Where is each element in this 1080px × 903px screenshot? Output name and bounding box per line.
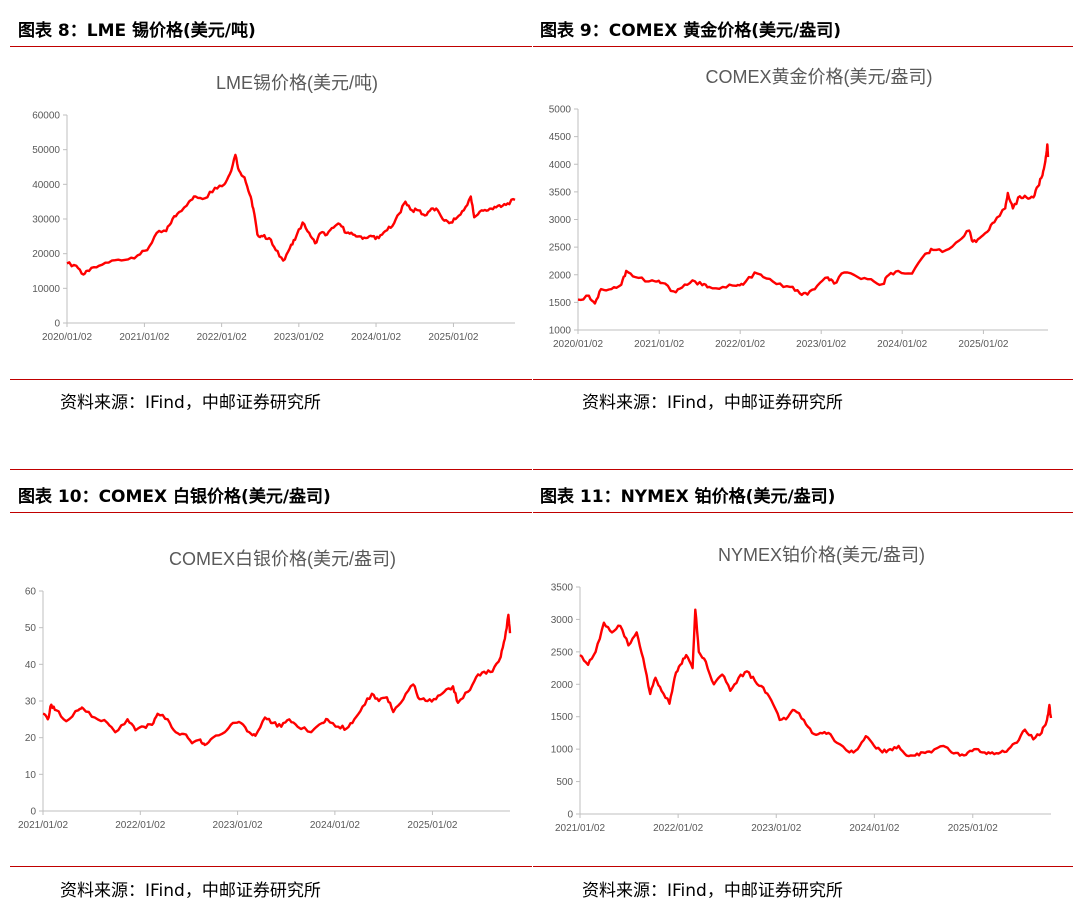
source-rule — [533, 379, 1073, 380]
y-tick-label: 50000 — [32, 145, 60, 156]
figure-title: 图表 10：COMEX 白银价格(美元/盎司) — [18, 487, 331, 507]
top-rule — [10, 469, 532, 470]
x-tick-label: 2022/01/02 — [653, 823, 703, 834]
chart-title: NYMEX铂价格(美元/盎司) — [718, 545, 925, 565]
x-tick-label: 2021/01/02 — [119, 332, 169, 343]
x-tick-label: 2024/01/02 — [310, 820, 360, 831]
y-tick-label: 3500 — [551, 583, 574, 594]
title-rule — [10, 512, 532, 513]
chart-comex-gold: COMEX黄金价格(美元/盎司) 1000 1500 2000 2500 3000 3500… — [549, 67, 1050, 350]
chart-comex-silver: COMEX白银价格(美元/盎司) 0 10 20 30 40 50 60 2021/01/02 2… — [18, 549, 512, 831]
source-rule — [10, 866, 532, 867]
y-tick-label: 1500 — [551, 712, 574, 723]
y-tick-label: 0 — [30, 807, 36, 818]
source-rule — [533, 866, 1073, 867]
price-series-line — [42, 613, 512, 747]
y-tick-label: 20000 — [32, 249, 60, 260]
y-tick-label: 30000 — [32, 215, 60, 226]
price-series-line — [577, 143, 1050, 305]
x-tick-label: 2021/01/02 — [634, 339, 684, 350]
y-tick-label: 5000 — [549, 105, 572, 116]
y-tick-label: 30 — [25, 697, 37, 708]
x-tick-label: 2025/01/02 — [958, 339, 1008, 350]
chart-lme-tin: LME锡价格(美元/吨) 0 10000 20000 30000 40000 50000 60… — [32, 73, 516, 343]
x-tick-label: 2022/01/02 — [715, 339, 765, 350]
source-note: 资料来源：IFind，中邮证券研究所 — [60, 881, 321, 901]
source-note: 资料来源：IFind，中邮证券研究所 — [582, 881, 843, 901]
x-tick-label: 2024/01/02 — [351, 332, 401, 343]
y-tick-label: 1000 — [551, 745, 574, 756]
chart-title: COMEX黄金价格(美元/盎司) — [706, 67, 933, 87]
figure-title: 图表 9：COMEX 黄金价格(美元/盎司) — [540, 21, 841, 41]
y-tick-label: 2000 — [549, 270, 572, 281]
x-tick-label: 2021/01/02 — [555, 823, 605, 834]
price-series-line — [66, 153, 516, 276]
y-tick-label: 1000 — [549, 326, 572, 337]
y-tick-label: 3000 — [549, 215, 572, 226]
y-tick-label: 1500 — [549, 298, 572, 309]
x-tick-label: 2024/01/02 — [849, 823, 899, 834]
y-tick-label: 3000 — [551, 615, 574, 626]
y-tick-label: 2000 — [551, 680, 574, 691]
x-tick-label: 2022/01/02 — [115, 820, 165, 831]
x-tick-label: 2020/01/02 — [553, 339, 603, 350]
chart-nymex-platinum: NYMEX铂价格(美元/盎司) 0 500 1000 1500 2000 2500 3000 3… — [551, 545, 1053, 834]
x-tick-label: 2023/01/02 — [796, 339, 846, 350]
y-tick-label: 40 — [25, 660, 37, 671]
y-tick-label: 4000 — [549, 160, 572, 171]
x-tick-label: 2020/01/02 — [42, 332, 92, 343]
y-tick-label: 2500 — [551, 647, 574, 658]
x-tick-label: 2023/01/02 — [213, 820, 263, 831]
x-tick-label: 2025/01/02 — [428, 332, 478, 343]
source-note: 资料来源：IFind，中邮证券研究所 — [60, 393, 321, 413]
y-tick-label: 10 — [25, 770, 37, 781]
source-rule — [10, 379, 532, 380]
y-tick-label: 3500 — [549, 187, 572, 198]
y-tick-label: 40000 — [32, 180, 60, 191]
price-series-line — [579, 608, 1053, 758]
top-rule — [533, 469, 1073, 470]
x-tick-label: 2022/01/02 — [197, 332, 247, 343]
x-tick-label: 2025/01/02 — [407, 820, 457, 831]
y-tick-label: 20 — [25, 733, 37, 744]
y-tick-label: 60000 — [32, 111, 60, 122]
x-tick-label: 2023/01/02 — [274, 332, 324, 343]
title-rule — [533, 46, 1073, 47]
x-tick-label: 2024/01/02 — [877, 339, 927, 350]
y-tick-label: 4500 — [549, 132, 572, 143]
title-rule — [10, 46, 532, 47]
y-tick-label: 2500 — [549, 243, 572, 254]
y-tick-label: 60 — [25, 587, 37, 598]
x-tick-label: 2025/01/02 — [948, 823, 998, 834]
y-tick-label: 50 — [25, 623, 37, 634]
chart-title: COMEX白银价格(美元/盎司) — [169, 549, 396, 569]
source-note: 资料来源：IFind，中邮证券研究所 — [582, 393, 843, 413]
y-tick-label: 10000 — [32, 284, 60, 295]
y-tick-label: 0 — [54, 319, 60, 330]
figure-title: 图表 11：NYMEX 铂价格(美元/盎司) — [540, 487, 836, 507]
title-rule — [533, 512, 1073, 513]
x-tick-label: 2023/01/02 — [751, 823, 801, 834]
y-tick-label: 500 — [556, 777, 573, 788]
x-tick-label: 2021/01/02 — [18, 820, 68, 831]
chart-title: LME锡价格(美元/吨) — [216, 73, 378, 93]
figure-title: 图表 8：LME 锡价格(美元/吨) — [18, 21, 256, 41]
y-tick-label: 0 — [567, 810, 573, 821]
